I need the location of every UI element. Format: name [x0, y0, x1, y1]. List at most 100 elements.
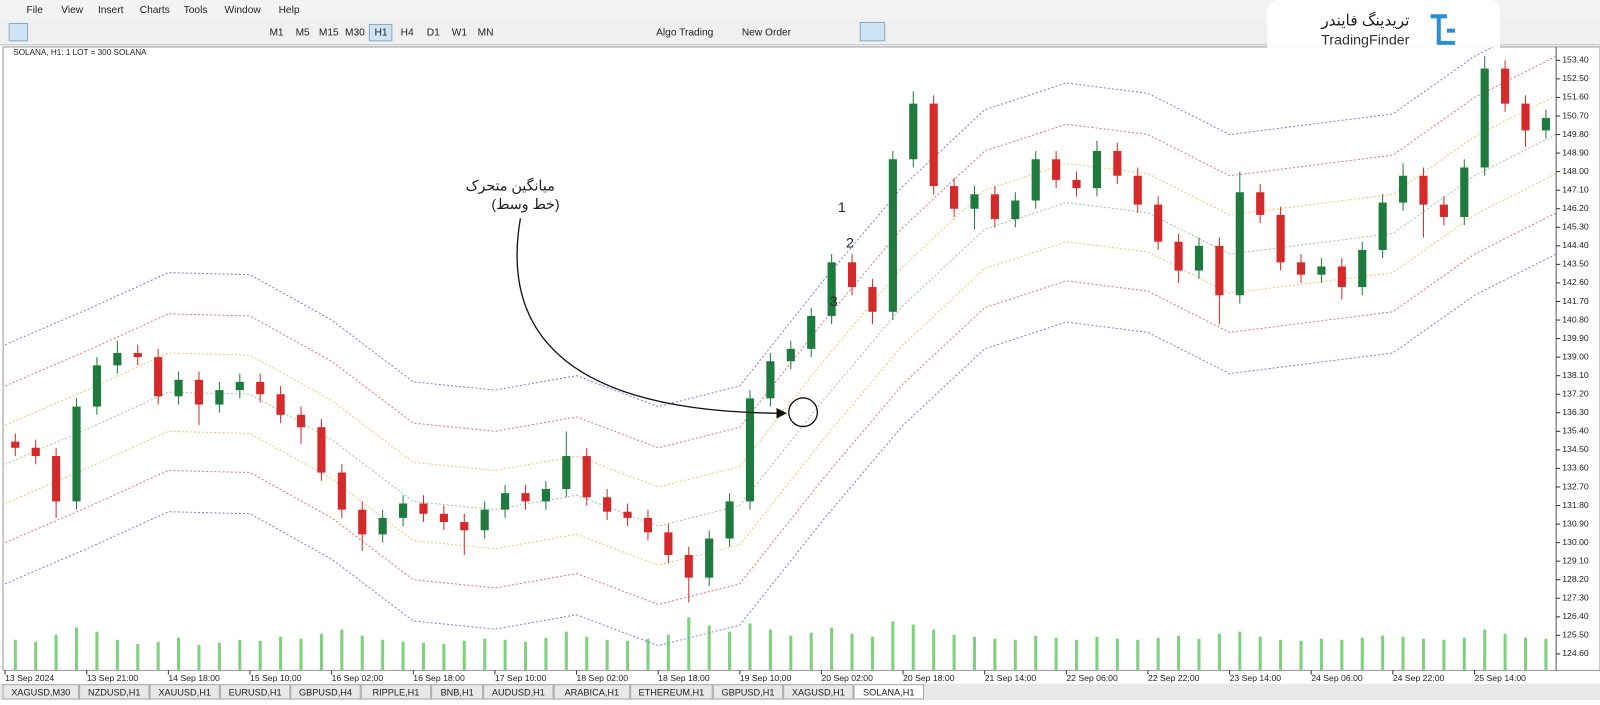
logo-mark: [1430, 14, 1456, 45]
candle-body: [705, 538, 714, 578]
timeframe-button[interactable]: M5: [296, 27, 310, 38]
volume-bar: [1238, 631, 1242, 671]
volume-bar: [972, 636, 977, 671]
tab-label[interactable]: XAUUSD,H1: [158, 687, 210, 697]
timeframe-button[interactable]: H1: [375, 27, 388, 38]
y-tick-label: 133.60: [1562, 463, 1589, 473]
y-tick-label: 124.60: [1562, 648, 1589, 658]
volume-bar: [789, 635, 793, 671]
candle-body: [256, 381, 265, 395]
tab-label[interactable]: EURUSD,H1: [229, 687, 282, 697]
tab[interactable]: [149, 684, 220, 700]
volume-bar: [1421, 638, 1425, 671]
new-order-button[interactable]: New Order: [742, 27, 792, 38]
cursor-tool[interactable]: [8, 22, 29, 42]
candle-body: [1276, 214, 1285, 263]
volume-bar: [728, 631, 732, 671]
menu-item[interactable]: Insert: [98, 5, 124, 16]
tab[interactable]: [853, 684, 924, 700]
tab[interactable]: [783, 684, 854, 700]
volume-bar: [1258, 636, 1262, 671]
volume-bar: [932, 629, 936, 671]
tab-label[interactable]: XAGUSD,M30: [11, 687, 70, 697]
tab-label[interactable]: BNB,H1: [441, 687, 474, 697]
volume-bar: [319, 633, 323, 671]
candle-body: [1358, 249, 1367, 288]
candle-body: [31, 447, 40, 457]
volume-bar: [1462, 637, 1466, 671]
timeframe-button[interactable]: M15: [319, 27, 339, 38]
x-tick-label: 14 Sep 18:00: [168, 673, 220, 683]
tab[interactable]: [79, 684, 150, 700]
y-tick-label: 141.70: [1562, 296, 1589, 306]
candle-body: [72, 406, 81, 502]
menu-item[interactable]: Tools: [184, 5, 208, 16]
volume-bar: [1483, 629, 1487, 671]
band-line: [4, 46, 1494, 408]
timeframe-button[interactable]: H4: [401, 27, 414, 38]
timeframe-button[interactable]: M1: [269, 27, 283, 38]
tab[interactable]: [553, 684, 631, 700]
tab-label[interactable]: XAGUSD,H1: [792, 687, 845, 697]
band-line: [4, 253, 1557, 647]
candle-body: [1439, 204, 1448, 217]
volume-bar: [1095, 636, 1099, 671]
candle-body: [378, 517, 387, 535]
volume-bar: [830, 627, 834, 671]
annotation-point: 1: [838, 200, 846, 216]
y-tick-label: 140.80: [1562, 314, 1589, 324]
candle-body: [664, 532, 673, 555]
volume-bar: [1360, 637, 1364, 671]
tab-label[interactable]: GBPUSD,H1: [721, 687, 774, 697]
volume-bar: [279, 636, 283, 671]
annotation-arrow: [516, 218, 788, 419]
annotation-point: 2: [846, 236, 854, 252]
tab[interactable]: [290, 684, 361, 700]
menu-item[interactable]: View: [61, 5, 84, 16]
algo-trading-button[interactable]: Algo Trading: [656, 27, 714, 38]
x-tick-label: 24 Sep 22:00: [1393, 673, 1445, 683]
volume-bar: [891, 621, 895, 671]
timeframe-button[interactable]: D1: [427, 27, 440, 38]
timeframe-button[interactable]: MN: [478, 27, 494, 38]
menu-item[interactable]: Window: [224, 5, 261, 16]
tab-label[interactable]: AUDUSD,H1: [492, 687, 545, 697]
volume-bar: [75, 627, 79, 671]
volume-bar: [54, 634, 58, 671]
candle-body: [582, 456, 591, 498]
menu-item[interactable]: File: [27, 5, 44, 16]
tab[interactable]: [219, 684, 291, 700]
tab-label[interactable]: ARABICA,H1: [565, 687, 620, 697]
tab-label[interactable]: SOLANA,H1: [863, 687, 914, 697]
tab[interactable]: [630, 684, 713, 700]
volume-bar: [1115, 638, 1119, 671]
y-tick-label: 139.90: [1562, 333, 1589, 343]
candle-body: [1398, 175, 1408, 203]
x-tick-label: 16 Sep 02:00: [332, 673, 384, 683]
chart-header: SOLANA, H1: 1 LOT = 300 SOLANA: [13, 48, 147, 57]
tab-label[interactable]: RIPPLE,H1: [372, 687, 419, 697]
menu-item[interactable]: Charts: [140, 5, 170, 16]
toolbar-toggle[interactable]: [859, 21, 886, 42]
volume-bar: [809, 632, 813, 671]
timeframe-button[interactable]: M30: [345, 27, 365, 38]
tab[interactable]: [431, 684, 484, 700]
tab[interactable]: [360, 684, 432, 700]
candle-body: [684, 554, 693, 578]
candle-body: [1072, 179, 1081, 189]
volume-bar: [1503, 633, 1507, 671]
volume-bar: [1156, 637, 1160, 671]
volume-bar: [1299, 640, 1303, 671]
tab-label[interactable]: ETHEREUM,H1: [639, 687, 705, 697]
tab[interactable]: [2, 684, 80, 700]
menu-item[interactable]: Help: [279, 5, 300, 16]
candle-body: [1011, 200, 1020, 220]
candle-body: [1419, 175, 1428, 205]
tab-label[interactable]: GBPUSD,H4: [299, 687, 352, 697]
tab[interactable]: [483, 684, 554, 700]
logo-box: [1267, 0, 1500, 60]
tab-label[interactable]: NZDUSD,H1: [88, 687, 141, 697]
timeframe-button[interactable]: W1: [452, 27, 468, 38]
tab[interactable]: [712, 684, 784, 700]
volume-bar: [1279, 639, 1283, 671]
